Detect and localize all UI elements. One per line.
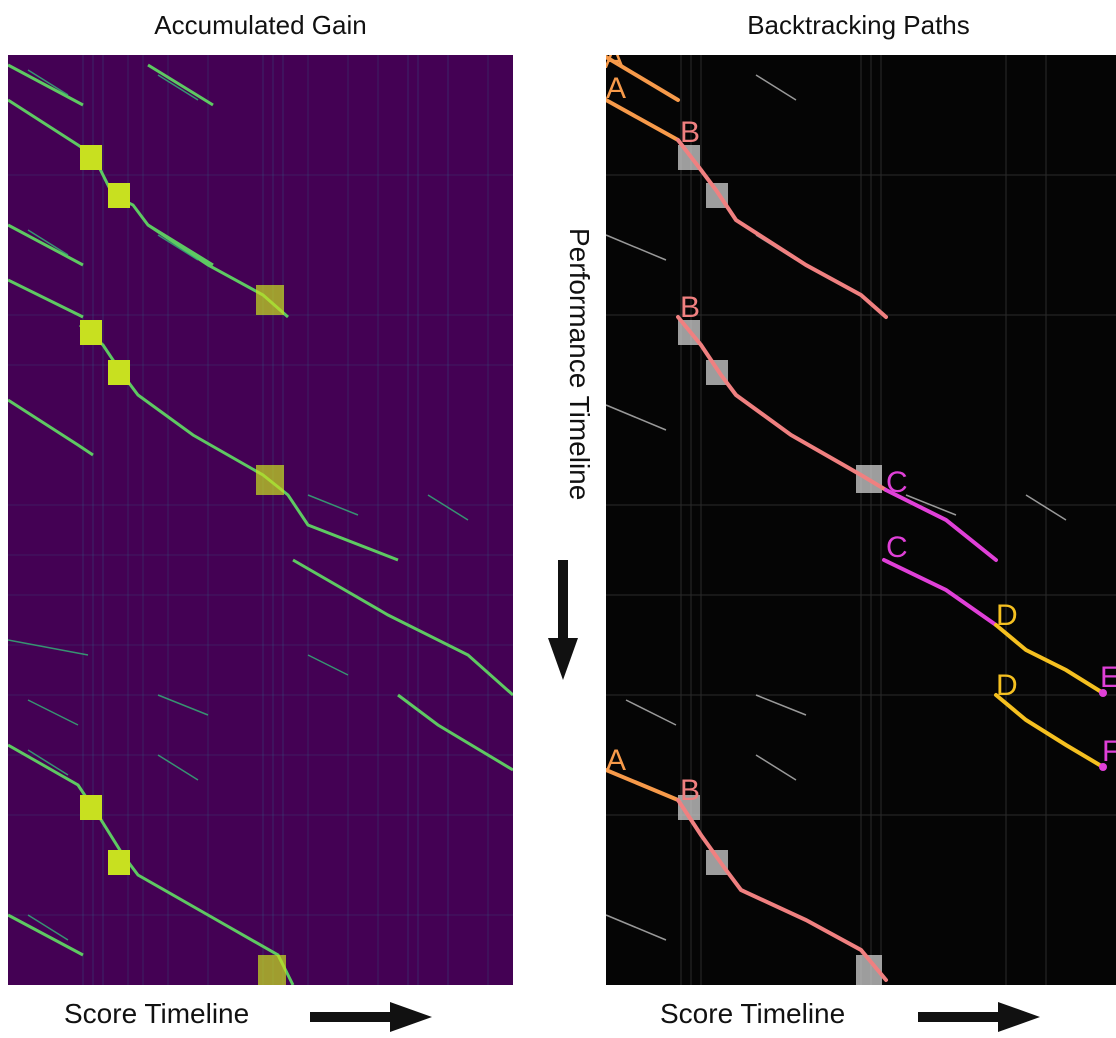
path-b-2 [676, 315, 888, 492]
accumulated-gain-heatmap [8, 55, 513, 985]
left-x-axis-label: Score Timeline [64, 998, 250, 1029]
path-e-dot [1099, 689, 1107, 697]
label-b-3: B [680, 774, 700, 807]
path-c-1 [884, 488, 998, 562]
path-d-1 [994, 623, 1105, 695]
label-c-2: C [886, 531, 908, 564]
label-c-1: C [886, 466, 908, 499]
accumulated-gain-svg [8, 55, 513, 985]
label-a-2: A [606, 72, 626, 105]
label-a-3: A [606, 744, 626, 777]
path-a-3 [606, 768, 680, 802]
right-x-axis-label: Score Timeline [660, 998, 846, 1029]
label-f: F [1102, 735, 1116, 768]
path-d-2 [994, 693, 1105, 769]
label-a-1: A [606, 55, 624, 75]
label-b-1: B [680, 116, 700, 149]
y-axis-label: Performance Timeline [564, 228, 595, 501]
path-b-3 [676, 798, 888, 982]
down-arrow-icon [548, 560, 578, 680]
path-c-2 [882, 558, 998, 627]
label-b-2: B [680, 291, 700, 324]
right-arrow-icon [310, 1002, 432, 1032]
backtracking-paths-plot: A A B B C C D D E F A B [606, 55, 1116, 985]
label-d-1: D [996, 599, 1018, 632]
label-e: E [1100, 661, 1116, 694]
label-d-2: D [996, 669, 1018, 702]
path-a-2 [606, 98, 680, 142]
path-b-1 [676, 138, 888, 319]
right-arrow-icon [918, 1002, 1040, 1032]
left-panel-title: Accumulated Gain [154, 10, 367, 40]
right-panel-title: Backtracking Paths [747, 10, 970, 40]
backtracking-paths-svg: A A B B C C D D E F A B [606, 55, 1116, 985]
path-a-1 [606, 55, 680, 102]
path-f-dot [1099, 763, 1107, 771]
